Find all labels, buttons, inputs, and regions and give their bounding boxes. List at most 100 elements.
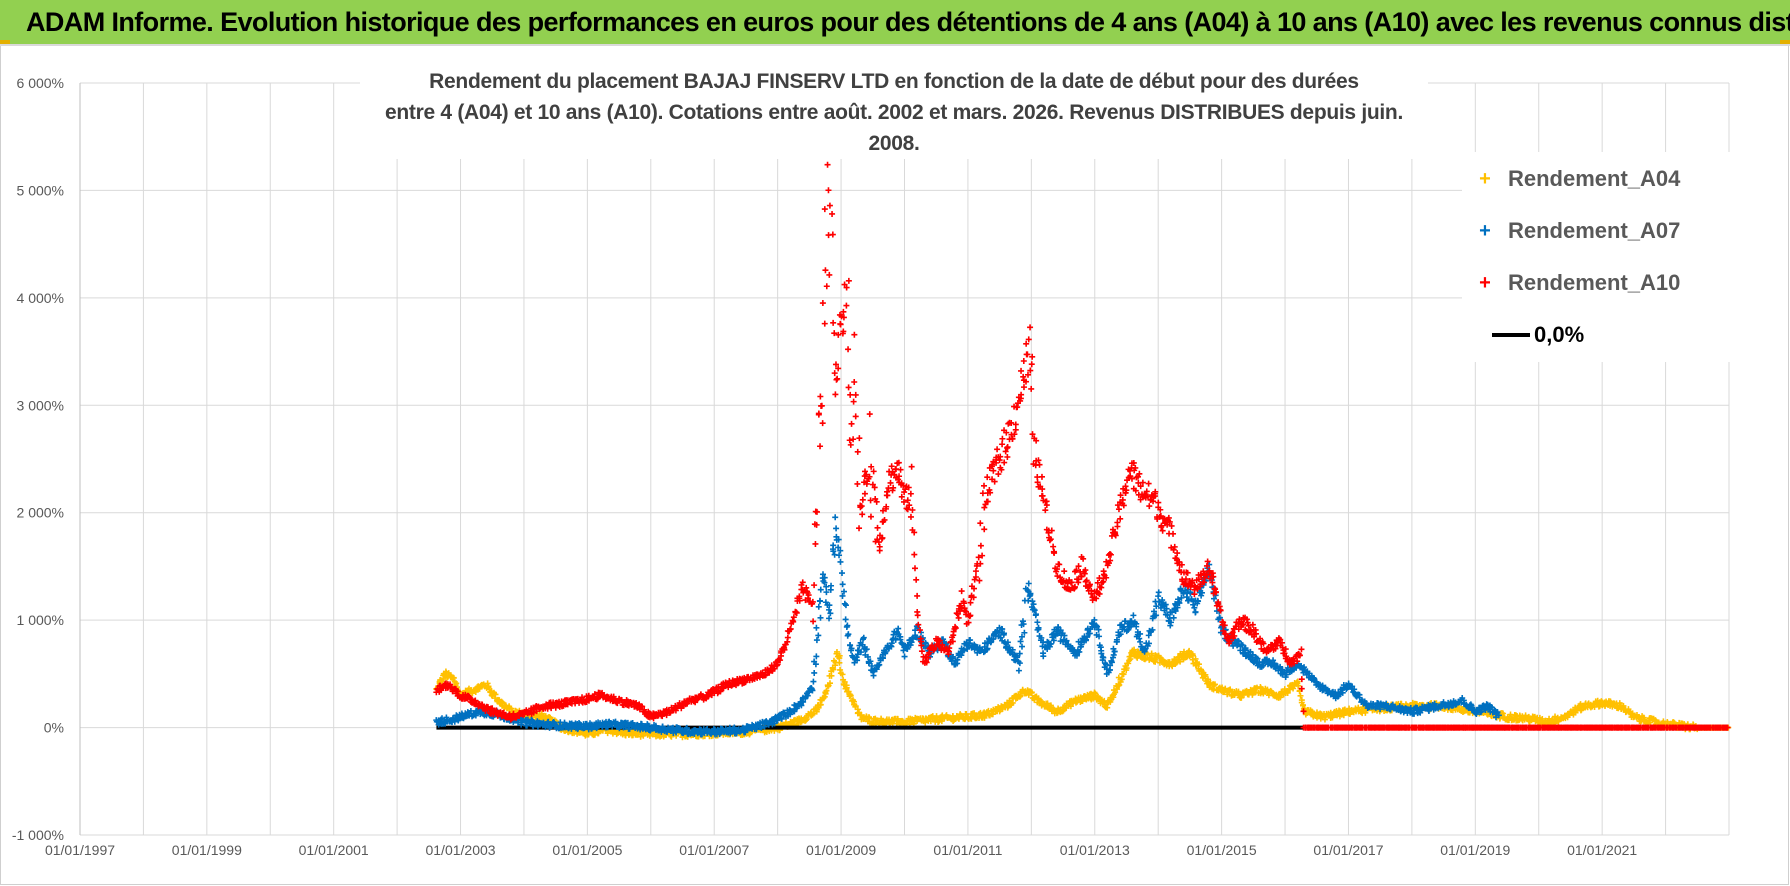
data-point-Rendement_A07 bbox=[1094, 623, 1101, 630]
data-point-Rendement_A10 bbox=[817, 443, 824, 450]
data-point-Rendement_A10 bbox=[1051, 550, 1058, 557]
data-point-Rendement_A10 bbox=[845, 384, 852, 391]
data-point-Rendement_A04 bbox=[1034, 696, 1041, 703]
data-point-Rendement_A10 bbox=[1123, 487, 1130, 494]
data-point-Rendement_A07 bbox=[835, 544, 842, 551]
data-point-Rendement_A10 bbox=[975, 554, 982, 561]
data-point-Rendement_A07 bbox=[1091, 616, 1098, 623]
data-point-Rendement_A10 bbox=[879, 534, 886, 541]
data-point-Rendement_A07 bbox=[845, 631, 852, 638]
data-point-Rendement_A07 bbox=[895, 625, 902, 632]
data-point-Rendement_A10 bbox=[1130, 459, 1137, 466]
data-point-Rendement_A10 bbox=[790, 618, 797, 625]
data-point-Rendement_A10 bbox=[777, 657, 784, 664]
data-point-Rendement_A10 bbox=[1119, 496, 1126, 503]
data-point-Rendement_A10 bbox=[1075, 563, 1082, 570]
data-point-Rendement_A04 bbox=[836, 659, 843, 666]
data-point-Rendement_A07 bbox=[1050, 637, 1057, 644]
series-Rendement_A07 bbox=[433, 514, 1502, 738]
data-point-Rendement_A10 bbox=[837, 321, 844, 328]
data-point-Rendement_A10 bbox=[1018, 391, 1025, 398]
data-point-Rendement_A04 bbox=[1295, 682, 1302, 689]
data-point-Rendement_A10 bbox=[1027, 324, 1034, 331]
data-point-Rendement_A07 bbox=[1356, 694, 1363, 701]
data-point-Rendement_A10 bbox=[1282, 646, 1289, 653]
data-point-Rendement_A07 bbox=[1027, 590, 1034, 597]
data-point-Rendement_A07 bbox=[813, 624, 820, 631]
data-point-Rendement_A04 bbox=[1017, 692, 1024, 699]
data-point-Rendement_A10 bbox=[1134, 473, 1141, 480]
data-point-Rendement_A04 bbox=[595, 730, 602, 737]
data-point-Rendement_A10 bbox=[1020, 357, 1027, 364]
data-point-Rendement_A10 bbox=[936, 637, 943, 644]
data-point-Rendement_A10 bbox=[832, 361, 839, 368]
data-point-Rendement_A10 bbox=[638, 703, 645, 710]
data-point-Rendement_A07 bbox=[1153, 603, 1160, 610]
data-point-Rendement_A10 bbox=[1039, 486, 1046, 493]
data-point-Rendement_A07 bbox=[901, 653, 908, 660]
data-point-Rendement_A10 bbox=[787, 625, 794, 632]
gridlines bbox=[79, 82, 1730, 836]
data-point-Rendement_A07 bbox=[826, 602, 833, 609]
data-point-Rendement_A10 bbox=[895, 459, 902, 466]
data-point-Rendement_A07 bbox=[1198, 592, 1205, 599]
data-point-Rendement_A07 bbox=[1155, 589, 1162, 596]
chart-frame bbox=[0, 46, 1789, 885]
data-point-Rendement_A04 bbox=[1118, 676, 1125, 683]
data-point-Rendement_A10 bbox=[843, 302, 850, 309]
data-point-Rendement_A07 bbox=[810, 678, 817, 685]
data-point-Rendement_A07 bbox=[1015, 667, 1022, 674]
data-point-Rendement_A07 bbox=[900, 647, 907, 654]
data-point-Rendement_A10 bbox=[1068, 579, 1075, 586]
data-point-Rendement_A10 bbox=[967, 612, 974, 619]
data-point-Rendement_A04 bbox=[1219, 684, 1226, 691]
data-point-Rendement_A10 bbox=[1027, 367, 1034, 374]
data-point-Rendement_A07 bbox=[839, 581, 846, 588]
data-point-Rendement_A10 bbox=[1047, 536, 1054, 543]
data-point-Rendement_A07 bbox=[1073, 652, 1080, 659]
data-point-Rendement_A10 bbox=[861, 490, 868, 497]
data-point-Rendement_A10 bbox=[813, 521, 820, 528]
data-point-Rendement_A04 bbox=[499, 700, 506, 707]
data-point-Rendement_A10 bbox=[821, 206, 828, 213]
data-point-Rendement_A10 bbox=[1046, 537, 1053, 544]
data-point-Rendement_A10 bbox=[895, 476, 902, 483]
data-point-Rendement_A07 bbox=[1017, 638, 1024, 645]
data-point-Rendement_A10 bbox=[832, 391, 839, 398]
data-point-Rendement_A10 bbox=[1012, 426, 1019, 433]
data-point-Rendement_A07 bbox=[827, 610, 834, 617]
data-point-Rendement_A10 bbox=[1166, 518, 1173, 525]
data-point-Rendement_A10 bbox=[1244, 619, 1251, 626]
data-point-Rendement_A07 bbox=[1001, 630, 1008, 637]
data-point-Rendement_A10 bbox=[1003, 429, 1010, 436]
data-point-Rendement_A10 bbox=[998, 466, 1005, 473]
data-point-Rendement_A10 bbox=[908, 463, 915, 470]
data-point-Rendement_A07 bbox=[1021, 629, 1028, 636]
data-point-Rendement_A07 bbox=[847, 647, 854, 654]
data-point-Rendement_A10 bbox=[1171, 543, 1178, 550]
data-point-Rendement_A10 bbox=[850, 398, 857, 405]
data-point-Rendement_A07 bbox=[758, 725, 765, 732]
data-point-Rendement_A07 bbox=[999, 626, 1006, 633]
data-point-Rendement_A07 bbox=[888, 643, 895, 650]
data-point-Rendement_A10 bbox=[961, 600, 968, 607]
data-point-Rendement_A07 bbox=[826, 615, 833, 622]
data-point-Rendement_A04 bbox=[668, 733, 675, 740]
data-point-Rendement_A10 bbox=[840, 328, 847, 335]
data-point-Rendement_A10 bbox=[973, 562, 980, 569]
data-point-Rendement_A10 bbox=[1174, 550, 1181, 557]
data-point-Rendement_A10 bbox=[989, 461, 996, 468]
data-point-Rendement_A07 bbox=[1168, 609, 1175, 616]
data-point-Rendement_A07 bbox=[1211, 595, 1218, 602]
data-point-Rendement_A10 bbox=[834, 375, 841, 382]
data-point-Rendement_A07 bbox=[1108, 659, 1115, 666]
data-point-Rendement_A07 bbox=[1111, 648, 1118, 655]
data-point-Rendement_A10 bbox=[1145, 480, 1152, 487]
data-point-Rendement_A07 bbox=[683, 724, 690, 731]
data-point-Rendement_A07 bbox=[1159, 597, 1166, 604]
data-point-Rendement_A10 bbox=[863, 471, 870, 478]
data-point-Rendement_A10 bbox=[870, 468, 877, 475]
data-point-Rendement_A04 bbox=[830, 666, 837, 673]
data-point-Rendement_A04 bbox=[1670, 719, 1677, 726]
data-point-Rendement_A10 bbox=[955, 614, 962, 621]
